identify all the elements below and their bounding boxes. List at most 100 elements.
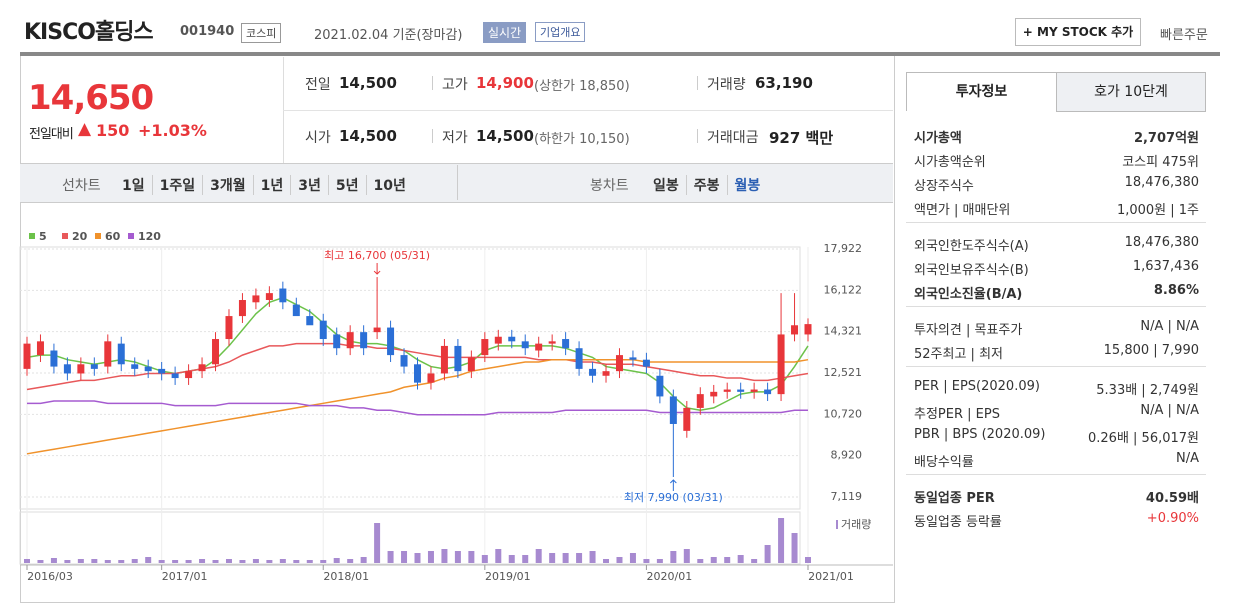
volume-bar — [279, 559, 286, 563]
realtime[interactable]: 실시간 — [483, 22, 527, 43]
volume-bar — [791, 533, 798, 563]
volume-bar — [306, 560, 313, 563]
info-label: 시가총액순위 — [914, 155, 986, 170]
summary-value: 14,500 — [339, 74, 397, 92]
info-label: 액면가 | 매매단위 — [914, 203, 1011, 218]
info-label: 52주최고 | 최저 — [914, 347, 1003, 362]
candle-body — [696, 394, 704, 408]
info-value: 18,476,380 — [1124, 175, 1199, 190]
tab[interactable]: 1년 — [252, 175, 291, 195]
tab[interactable]: 3개월 — [202, 175, 253, 195]
tab[interactable]: 10년 — [365, 175, 413, 195]
info-value: 0.26배 | 56,017원 — [1088, 431, 1199, 446]
info-value: 40.59배 — [1145, 491, 1199, 506]
volume-bar — [414, 553, 421, 563]
volume-bar — [481, 555, 488, 563]
volume-bar — [495, 549, 502, 563]
summary-label: 거래대금 — [707, 130, 759, 146]
summary-value: 927 백만 — [769, 129, 834, 147]
volume-bar — [562, 553, 569, 563]
candle-body — [440, 345, 448, 374]
volume-bar — [360, 557, 367, 563]
candle-body — [791, 325, 799, 335]
group-divider — [906, 366, 1206, 367]
legend-swatch — [95, 233, 101, 239]
volume-bar — [427, 551, 434, 563]
annotation-arrow — [669, 479, 677, 492]
info-value: 5.33배 | 2,749원 — [1096, 383, 1199, 398]
candle-body — [467, 357, 475, 372]
ma-line — [26, 342, 809, 391]
legend-label: 20 — [72, 230, 88, 243]
volume-bar — [589, 551, 596, 563]
tab[interactable]: 1일 — [122, 178, 145, 194]
tab[interactable]: 주봉 — [685, 175, 727, 195]
volume-bar — [751, 559, 758, 563]
info-label: 상장주식수 — [914, 179, 974, 194]
candle-body — [346, 332, 354, 349]
info-label: 동일업종 등락률 — [914, 515, 1002, 530]
quick-order[interactable]: 빠른주문 — [1160, 28, 1208, 43]
tab[interactable]: 1주일 — [151, 175, 203, 195]
candle-body — [562, 339, 570, 349]
tab[interactable]: 일봉 — [653, 178, 679, 194]
volume-bar — [118, 560, 125, 563]
overview[interactable]: 기업개요 — [535, 22, 586, 42]
info-label: 외국인한도주식수(A) — [914, 239, 1029, 254]
volume-bar — [468, 551, 475, 563]
stock-code: 001940 — [180, 24, 235, 39]
tab[interactable]: 5년 — [327, 175, 366, 195]
annotation-high: 최고 16,700 (05/31) — [324, 249, 430, 262]
divider — [283, 110, 893, 111]
change: 150 — [96, 121, 130, 140]
candle-body — [387, 327, 395, 356]
volume-bar — [77, 559, 84, 563]
plot-frame — [19, 246, 801, 510]
info-row: 외국인한도주식수(A) 18,476,380 — [914, 232, 1199, 256]
volume-legend: 거래량 — [841, 518, 871, 531]
info-label: 시가총액 — [914, 131, 962, 146]
info-row: 투자의견 | 목표주가 N/A | N/A — [914, 316, 1199, 340]
candle-body — [656, 375, 664, 397]
volume-bar — [212, 560, 219, 563]
change-label: 전일대비 — [29, 127, 74, 142]
tab-bar — [20, 163, 893, 203]
candle-body — [225, 316, 233, 340]
side-panel: 투자정보 호가 10단계 시가총액 2,707억원 시가총액순위 코스피 475위 상장주식… — [906, 72, 1206, 602]
volume-bar — [643, 559, 650, 563]
candle-body — [777, 334, 785, 395]
legend-label: 120 — [138, 230, 161, 243]
volume-bar — [656, 559, 663, 563]
candle-chart-tab[interactable]: 봉차트 — [590, 178, 629, 194]
up-arrow: ▲ — [78, 119, 92, 139]
volume-bar — [239, 560, 246, 563]
candle-body — [333, 334, 341, 349]
candle-body — [400, 355, 408, 367]
side-tab[interactable]: 호가 10단계 — [1056, 72, 1206, 112]
info-value: 15,800 | 7,990 — [1103, 343, 1199, 358]
mystock-button[interactable]: + MY STOCK 추가 — [1015, 18, 1141, 46]
x-tick-label: 2019/01 — [485, 570, 531, 583]
volume-bar — [266, 560, 273, 563]
volume-bar — [37, 560, 44, 563]
volume-bar — [697, 559, 704, 563]
candle-body — [481, 339, 489, 356]
candle-body — [454, 345, 462, 372]
info-label: 배당수익률 — [914, 455, 974, 470]
tab[interactable]: 3년 — [290, 175, 328, 195]
volume-bar — [737, 555, 744, 563]
candle-body — [723, 389, 731, 392]
summary-extra: (하한가 10,150) — [534, 132, 630, 147]
info-row: 추정PER | EPS N/A | N/A — [914, 400, 1199, 424]
tab[interactable]: 월봉 — [726, 175, 768, 195]
candle-body — [521, 341, 529, 349]
candle-body — [265, 293, 273, 301]
candle-body — [50, 350, 58, 367]
info-row: 시가총액순위 코스피 475위 — [914, 148, 1199, 172]
candle-body — [131, 364, 139, 369]
side-tab[interactable]: 투자정보 — [906, 72, 1057, 111]
info-label: 외국인보유주식수(B) — [914, 263, 1029, 278]
line-chart-tab[interactable]: 선차트 — [62, 178, 101, 194]
info-value: 8.86% — [1153, 283, 1199, 298]
